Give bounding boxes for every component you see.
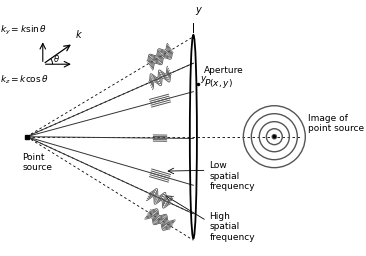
Text: Aperture
$P(x,y)$: Aperture $P(x,y)$	[204, 66, 244, 90]
Text: $k_z = k \cos\theta$: $k_z = k \cos\theta$	[0, 74, 49, 86]
Text: $k$: $k$	[75, 28, 83, 40]
Text: $y$: $y$	[195, 5, 203, 17]
Text: $k_y = k \sin\theta$: $k_y = k \sin\theta$	[0, 24, 48, 37]
Circle shape	[273, 135, 276, 138]
Text: Low
spatial
frequency: Low spatial frequency	[209, 162, 255, 191]
Text: High
spatial
frequency: High spatial frequency	[209, 212, 255, 242]
Text: $\theta$: $\theta$	[53, 52, 60, 63]
Text: Image of
point source: Image of point source	[308, 114, 364, 133]
Text: $y$: $y$	[201, 74, 208, 85]
Text: Point
source: Point source	[22, 153, 52, 172]
